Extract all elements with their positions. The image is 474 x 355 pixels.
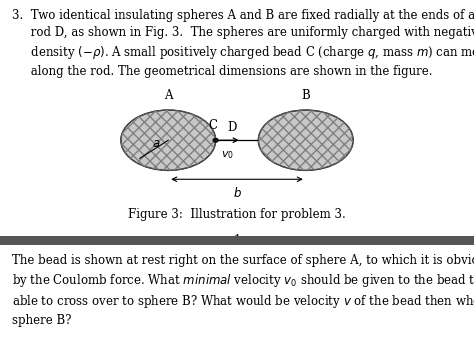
Text: C: C [209,119,218,132]
Circle shape [213,138,219,142]
Text: D: D [228,121,237,134]
Text: $v_0$: $v_0$ [221,149,234,161]
Text: $a$: $a$ [152,137,161,150]
Ellipse shape [258,110,353,170]
Text: 3.  Two identical insulating spheres A and B are fixed radially at the ends of a: 3. Two identical insulating spheres A an… [12,9,474,78]
Text: Figure 3:  Illustration for problem 3.: Figure 3: Illustration for problem 3. [128,208,346,221]
Ellipse shape [121,110,216,170]
Bar [0,236,474,245]
Text: A: A [164,89,173,102]
Text: B: B [301,89,310,102]
Text: $b$: $b$ [233,186,241,200]
Text: 1: 1 [233,234,241,247]
Text: The bead is shown at rest right on the surface of sphere A, to which it is obvio: The bead is shown at rest right on the s… [12,254,474,327]
